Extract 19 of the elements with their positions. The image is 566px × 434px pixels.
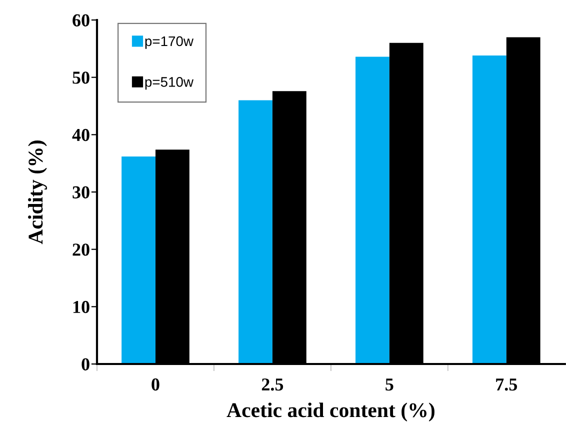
y-tick-label: 50 xyxy=(72,72,90,84)
y-tick-label: 20 xyxy=(72,244,90,256)
y-tick-label: 0 xyxy=(82,358,90,370)
x-tick-label: 0 xyxy=(152,378,160,391)
y-tick-label: 10 xyxy=(73,300,90,314)
y-axis-title: Acidity (%) xyxy=(28,140,47,244)
y-tick-label: 60 xyxy=(72,14,90,26)
bar xyxy=(472,56,506,364)
bar xyxy=(122,156,156,364)
bar xyxy=(355,56,390,364)
x-tick-label: 7.5 xyxy=(496,378,518,391)
legend-label: p=510w xyxy=(145,77,194,90)
legend-label: p=170w xyxy=(145,36,194,49)
x-tick-label: 2.5 xyxy=(262,378,284,391)
x-tick-label: 5 xyxy=(386,378,394,391)
y-tick-label: 30 xyxy=(72,186,90,198)
bar xyxy=(238,100,272,364)
x-axis-title: Acetic acid content (%) xyxy=(226,402,434,422)
y-tick-label: 40 xyxy=(72,128,90,142)
